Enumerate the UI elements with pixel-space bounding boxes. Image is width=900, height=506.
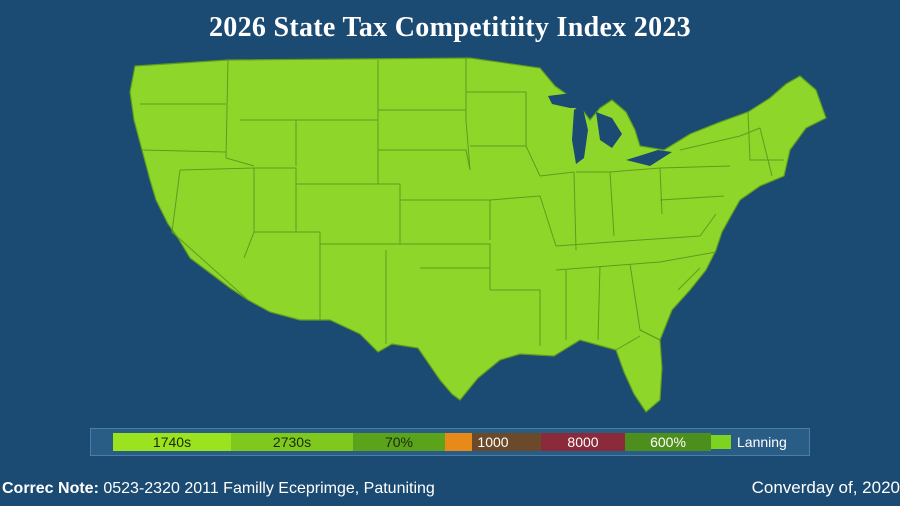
legend-item-1[interactable]: 1740s [113,433,231,451]
footer-source: Converday of, 2020 [751,478,900,497]
legend-item-3[interactable]: 70% [353,433,445,451]
legend-label-1: 1740s [152,434,192,450]
legend-label-4: 1000 [477,434,509,450]
lake-michigan [572,104,588,164]
map-title: 2026 State Tax Competitiity Index 2023 [209,12,691,43]
legend-item-5[interactable]: 8000 [541,433,625,451]
lake-superior [548,92,602,108]
legend-item-7[interactable]: Lanning [711,433,801,451]
legend-label-5: 8000 [567,434,599,450]
legend-item-4[interactable]: 1000 [445,433,541,451]
lake-erie [626,150,672,166]
legend-swatch-icon [711,435,731,449]
legend-item-2[interactable]: 2730s [231,433,353,451]
state-borders [140,58,784,351]
lake-huron [596,112,622,148]
footer-note-label: Correc Note: [2,480,99,497]
legend-label-6: 600% [650,434,686,450]
footer-note: Correc Note: 0523-2320 2011 Familly Ecep… [2,480,435,498]
legend-label-2: 2730s [272,434,312,450]
map-land-mainland[interactable] [129,57,827,413]
legend-label-7: Lanning [737,434,787,450]
legend-label-3: 70% [384,434,414,450]
footer-note-text: 0523-2320 2011 Familly Eceprimge, Patuni… [103,480,435,497]
map-legend: 1740s 2730s 70% 1000 8000 600% Lanning [90,428,810,456]
legend-item-6[interactable]: 600% [625,433,711,451]
